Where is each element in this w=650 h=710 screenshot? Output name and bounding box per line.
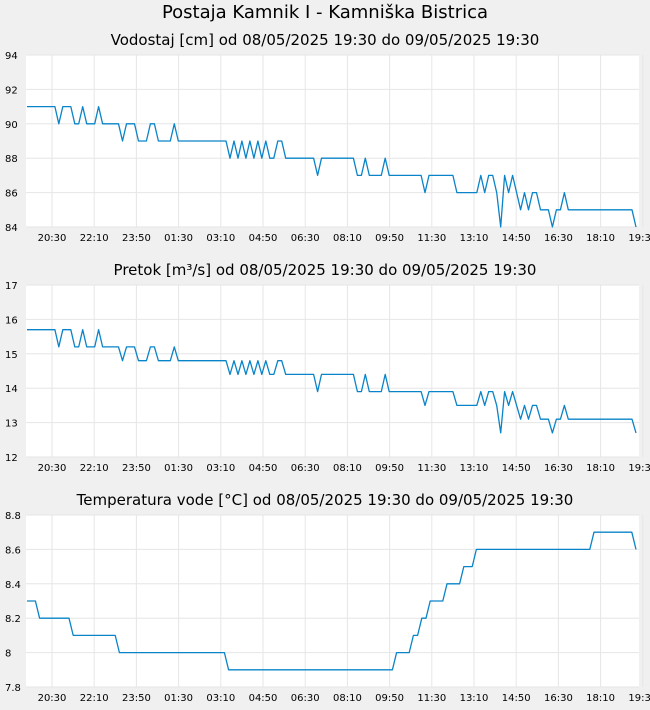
- x-tick-label: 09:50: [375, 693, 404, 704]
- x-tick-label: 04:50: [249, 463, 278, 474]
- x-tick-label: 19:30: [628, 693, 650, 704]
- discharge-series-line: [27, 329, 637, 434]
- y-tick-label: 12: [5, 453, 18, 464]
- y-tick-label: 8.2: [5, 614, 21, 625]
- x-tick-label: 13:10: [460, 233, 489, 244]
- x-tick-label: 08:10: [333, 233, 362, 244]
- x-tick-label: 06:30: [291, 693, 320, 704]
- x-tick-label: 06:30: [291, 463, 320, 474]
- x-tick-label: 14:50: [502, 233, 531, 244]
- y-tick-label: 15: [5, 350, 18, 361]
- x-tick-label: 18:10: [586, 693, 615, 704]
- x-tick-label: 11:30: [417, 233, 446, 244]
- x-tick-label: 03:10: [206, 463, 235, 474]
- x-tick-label: 14:50: [502, 463, 531, 474]
- x-tick-label: 04:50: [249, 693, 278, 704]
- x-tick-label: 18:10: [586, 463, 615, 474]
- x-tick-label: 01:30: [164, 233, 193, 244]
- x-tick-label: 13:10: [460, 693, 489, 704]
- y-tick-label: 84: [5, 223, 18, 234]
- x-tick-label: 18:10: [586, 233, 615, 244]
- x-tick-label: 16:30: [544, 233, 573, 244]
- chart-title-discharge: Pretok [m³/s] od 08/05/2025 19:30 do 09/…: [113, 261, 537, 279]
- y-tick-label: 8: [5, 649, 11, 660]
- x-tick-label: 23:50: [122, 693, 151, 704]
- plot-area: [26, 55, 639, 227]
- x-tick-label: 14:50: [502, 693, 531, 704]
- y-tick-label: 86: [5, 189, 18, 200]
- y-tick-label: 14: [5, 384, 18, 395]
- station-title: Postaja Kamnik I - Kamniška Bistrica: [161, 2, 489, 23]
- x-tick-label: 09:50: [375, 233, 404, 244]
- x-tick-label: 03:10: [206, 693, 235, 704]
- y-tick-label: 8.6: [5, 545, 21, 556]
- x-tick-label: 23:50: [122, 463, 151, 474]
- water-temperature-series-line: [27, 531, 637, 671]
- x-tick-label: 11:30: [417, 693, 446, 704]
- x-tick-label: 20:30: [38, 233, 67, 244]
- x-tick-label: 01:30: [164, 463, 193, 474]
- x-tick-label: 19:30: [628, 463, 650, 474]
- y-tick-label: 13: [5, 419, 18, 430]
- plot-area: [26, 515, 639, 687]
- chart-title-water-level: Vodostaj [cm] od 08/05/2025 19:30 do 09/…: [110, 31, 540, 49]
- water-level-chart: 84 86 88 90 92 94 20:30 22:10 23:50 01:30 03:10 04:…: [5, 51, 650, 244]
- x-tick-label: 22:10: [80, 463, 109, 474]
- y-tick-label: 8.4: [5, 580, 21, 591]
- x-tick-label: 16:30: [544, 693, 573, 704]
- x-tick-label: 08:10: [333, 463, 362, 474]
- x-tick-label: 22:10: [80, 233, 109, 244]
- water-temperature-chart: 7.8 8 8.2 8.4 8.6 8.8 20:30 22:10 23:50 01:30 03:1…: [5, 511, 650, 704]
- x-tick-label: 22:10: [80, 693, 109, 704]
- x-tick-label: 11:30: [417, 463, 446, 474]
- x-tick-label: 20:30: [38, 693, 67, 704]
- water-level-series-line: [27, 105, 637, 228]
- x-tick-label: 09:50: [375, 463, 404, 474]
- x-tick-label: 19:30: [628, 233, 650, 244]
- x-tick-label: 01:30: [164, 693, 193, 704]
- chart-title-water-temperature: Temperatura vode [°C] od 08/05/2025 19:3…: [76, 491, 574, 509]
- x-tick-label: 04:50: [249, 233, 278, 244]
- x-tick-label: 23:50: [122, 233, 151, 244]
- y-tick-label: 17: [5, 281, 18, 292]
- x-tick-label: 06:30: [291, 233, 320, 244]
- y-tick-label: 8.8: [5, 511, 21, 522]
- y-tick-label: 94: [5, 51, 18, 62]
- y-tick-label: 16: [5, 315, 18, 326]
- x-tick-label: 16:30: [544, 463, 573, 474]
- x-tick-label: 20:30: [38, 463, 67, 474]
- x-tick-label: 03:10: [206, 233, 235, 244]
- plot-area: [26, 285, 639, 457]
- y-tick-label: 92: [5, 85, 18, 96]
- x-tick-label: 13:10: [460, 463, 489, 474]
- y-tick-label: 7.8: [5, 683, 21, 694]
- y-tick-label: 90: [5, 120, 18, 131]
- discharge-chart: 12 13 14 15 16 17 20:30 22:10 23:50 01:30 03:10 04:…: [5, 281, 650, 474]
- y-tick-label: 88: [5, 154, 18, 165]
- x-tick-label: 08:10: [333, 693, 362, 704]
